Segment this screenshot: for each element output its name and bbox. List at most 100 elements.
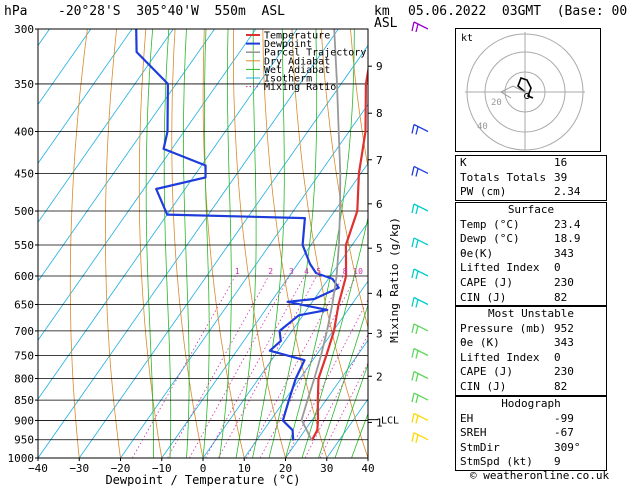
lcl-label: LCL bbox=[381, 416, 399, 427]
isotherm-line bbox=[38, 29, 174, 223]
wind-barb-flag bbox=[411, 371, 415, 381]
surface-row: Temp (°C) 23.4 bbox=[460, 217, 581, 231]
wind-barb-flag bbox=[411, 348, 415, 358]
x-axis-label: Dewpoint / Temperature (°C) bbox=[105, 473, 300, 486]
pressure-label: 750 bbox=[14, 349, 34, 362]
wind-barb bbox=[411, 370, 429, 382]
wind-barb-flag bbox=[411, 237, 415, 248]
wind-barb-flag bbox=[415, 325, 419, 335]
legend-label: Temperature bbox=[264, 31, 330, 42]
pressure-label: 1000 bbox=[8, 452, 35, 465]
wind-barb bbox=[411, 21, 429, 33]
wind-barb-staff bbox=[413, 123, 429, 133]
wet-adiabat-line bbox=[334, 363, 368, 458]
surface-row: CAPE (J) 230 bbox=[460, 275, 574, 289]
wind-barb bbox=[411, 412, 429, 424]
wind-barb bbox=[411, 123, 429, 135]
legend-label: Wet Adiabat bbox=[264, 65, 330, 76]
wind-barb-staff bbox=[413, 370, 429, 380]
wind-barb-staff bbox=[413, 432, 429, 441]
hodo-storm-motion bbox=[499, 85, 526, 99]
dry-adiabat-line bbox=[614, 29, 629, 458]
most-unstable-title: Most Unstable bbox=[487, 307, 575, 320]
x-tick-label: −10 bbox=[152, 462, 172, 475]
x-tick-label: 40 bbox=[361, 462, 374, 475]
dry-adiabat-line bbox=[69, 29, 88, 458]
wind-barb-flag bbox=[411, 203, 415, 214]
pressure-label: 500 bbox=[14, 205, 34, 218]
wind-barb bbox=[411, 296, 429, 308]
hodo-unit-label: kt bbox=[461, 33, 473, 44]
hodo-row: SREH -67 bbox=[460, 426, 574, 440]
wind-barb-flag bbox=[411, 432, 415, 442]
wind-barb bbox=[411, 237, 429, 249]
wind-barb bbox=[411, 347, 429, 359]
pressure-label: 800 bbox=[14, 372, 34, 385]
legend-label: Dry Adiabat bbox=[264, 56, 330, 67]
km-tick-label: 6 bbox=[376, 198, 383, 211]
mixing-ratio-label: 8 bbox=[343, 267, 348, 276]
hodo-storm-marker bbox=[524, 93, 530, 99]
surface-row: Lifted Index 0 bbox=[460, 261, 561, 275]
pressure-label: 850 bbox=[14, 394, 34, 407]
mu-row: Lifted Index 0 bbox=[460, 350, 561, 364]
wind-barb-flag bbox=[415, 373, 419, 382]
wind-barb-flag bbox=[415, 394, 419, 404]
wind-barb-flag bbox=[415, 434, 419, 443]
dry-adiabat-line bbox=[202, 29, 245, 458]
legend-label: Mixing Ratio bbox=[264, 82, 336, 93]
wind-barb-flag bbox=[411, 124, 415, 134]
dry-adiabat-line bbox=[138, 29, 163, 458]
x-tick-label: 20 bbox=[279, 462, 292, 475]
wind-barb-flag bbox=[411, 392, 415, 403]
wind-barb-flag bbox=[411, 413, 415, 423]
isotherm-line bbox=[161, 162, 368, 458]
credit: © weatheronline.co.uk bbox=[470, 469, 610, 482]
date-title: 05.06.2022 03GMT (Base: 00) bbox=[408, 4, 629, 19]
x-tick-label: −30 bbox=[69, 462, 89, 475]
wind-barb-staff bbox=[413, 21, 429, 30]
wind-barb-staff bbox=[413, 412, 429, 422]
surface-row: Dewp (°C) 18.9 bbox=[460, 232, 581, 246]
wind-barb-flag bbox=[415, 126, 419, 135]
wind-barb-flag bbox=[415, 23, 419, 33]
hodo-ring-label-40: 40 bbox=[477, 122, 488, 132]
km-tick-label: 8 bbox=[376, 107, 383, 120]
index-row: Totals Totals 39 bbox=[460, 170, 568, 184]
isotherm-line bbox=[38, 29, 215, 282]
mixing-ratio-axis-label: Mixing Ratio (g/kg) bbox=[388, 217, 401, 343]
wind-barb-flag bbox=[415, 415, 419, 424]
mu-row: θe (K) 343 bbox=[460, 336, 574, 350]
isotherm-line bbox=[202, 221, 368, 458]
wind-barb-flag bbox=[411, 21, 415, 32]
km-unit: km bbox=[374, 4, 390, 19]
dry-adiabat-line bbox=[105, 29, 121, 458]
dry-adiabat-line bbox=[232, 29, 286, 458]
mu-row: CIN (J) 82 bbox=[460, 379, 568, 393]
x-tick-label: −40 bbox=[28, 462, 48, 475]
wind-barb bbox=[411, 203, 429, 215]
km-tick-label: 1 bbox=[376, 416, 383, 429]
wind-barb-staff bbox=[413, 323, 429, 332]
index-row: K 16 bbox=[460, 156, 568, 169]
hodo-row: StmSpd (kt) 9 bbox=[460, 455, 561, 469]
hodo-row: EH -99 bbox=[460, 411, 574, 425]
legend-label: Isotherm bbox=[264, 74, 312, 85]
pressure-label: 650 bbox=[14, 299, 34, 312]
hodograph-table: Hodograph EH -99 SREH -67 StmDir 309° StmSp… bbox=[455, 396, 607, 471]
location-title: -20°28'S 305°40'W 550m ASL bbox=[58, 4, 285, 19]
wind-barb-flag bbox=[415, 168, 419, 177]
km-tick-label: 5 bbox=[376, 242, 383, 255]
wind-barb-staff bbox=[413, 347, 429, 357]
isotherm-line bbox=[38, 29, 339, 458]
hodo-row: StmDir 309° bbox=[460, 440, 581, 454]
pressure-label: 900 bbox=[14, 414, 34, 427]
hodograph-table-title: Hodograph bbox=[501, 397, 561, 410]
dry-adiabat-line bbox=[171, 29, 204, 458]
pressure-label: 400 bbox=[14, 126, 34, 139]
mixing-ratio-line bbox=[131, 275, 236, 458]
km-tick-label: 2 bbox=[376, 370, 383, 383]
wind-barb-flag bbox=[415, 299, 419, 308]
